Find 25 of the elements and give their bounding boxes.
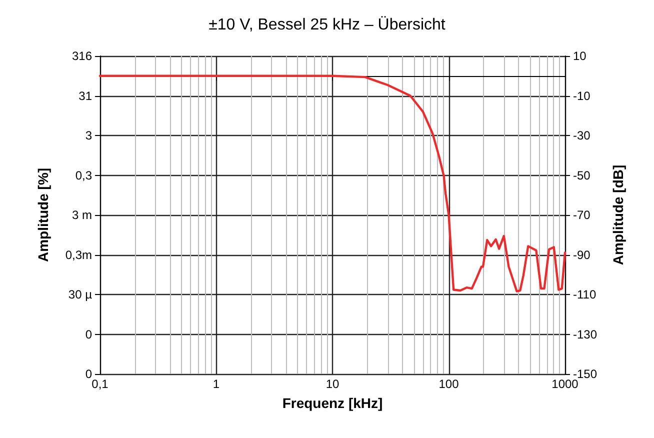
category-label: 30 µ xyxy=(68,288,92,302)
y-tick-label: -90 xyxy=(573,248,591,262)
category-label: 3 xyxy=(85,128,92,142)
x-axis-title: Frequenz [kHz] xyxy=(282,395,383,411)
y-tick-label: -30 xyxy=(573,128,591,142)
x-tick-label: 1 xyxy=(212,377,220,391)
category-label: 0 xyxy=(85,327,92,342)
y-tick-label: -70 xyxy=(573,208,591,222)
y-tick-label: -10 xyxy=(573,88,591,103)
category-label: 0 xyxy=(85,367,92,381)
y-tick-label: -110 xyxy=(573,288,596,302)
category-label: 0,3 xyxy=(75,168,92,182)
y-tick-label: 10 xyxy=(573,49,587,63)
x-tick-label: 100 xyxy=(438,377,460,391)
x-tick-label: 0,1 xyxy=(92,377,109,391)
y-tick-label: -130 xyxy=(573,327,598,342)
chart-title: ±10 V, Bessel 25 kHz – Übersicht xyxy=(208,16,446,34)
category-label: 0,3m xyxy=(65,248,92,262)
category-label: 316 xyxy=(72,49,92,63)
x-tick-label: 10 xyxy=(326,377,340,391)
category-label: 3 m xyxy=(72,208,92,222)
y2-axis-title: Amplitude [%] xyxy=(35,168,51,262)
y-axis-title: Amplitude [dB] xyxy=(610,164,626,266)
y-tick-label: -50 xyxy=(573,168,591,182)
category-label: 31 xyxy=(78,88,92,103)
